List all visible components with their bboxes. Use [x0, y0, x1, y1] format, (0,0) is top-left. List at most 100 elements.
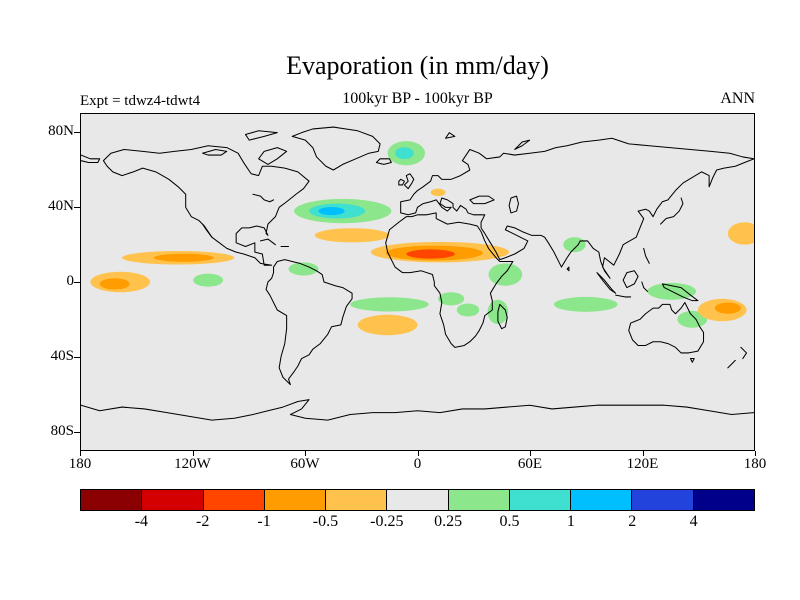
anomaly-region-north-atlantic-subtropical-negative — [314, 228, 390, 243]
coastline-north-america — [102, 145, 310, 266]
coastline-svalbard — [445, 132, 456, 139]
coastline-iceland — [375, 158, 392, 165]
x-axis-tick — [530, 451, 531, 456]
plot-title: Evaporation (in mm/day) — [286, 51, 549, 80]
colorbar-label: 0.25 — [434, 513, 463, 530]
anomaly-region-southeast-africa-positive — [456, 303, 480, 317]
anomaly-region-india-positive — [563, 237, 586, 253]
colorbar-segment — [509, 490, 572, 510]
colorbar-segment — [203, 490, 265, 510]
colorbar-segment — [387, 490, 449, 510]
anomaly-region-west-pacific-equator-negative-core — [99, 278, 130, 290]
coastline-borneo — [622, 270, 639, 289]
x-tick-label: 180 — [743, 456, 767, 472]
x-tick-label: 180 — [68, 456, 92, 472]
colorbar-labels: -4 -2 -1 -0.5 -0.25 0.25 0.5 1 2 4 — [80, 513, 755, 533]
coastline-novaya-zemlya — [514, 139, 531, 150]
coastline-tasmania — [689, 358, 695, 363]
anomaly-region-iceland-norwegian-sea-core — [395, 147, 414, 160]
x-tick-label: 0 — [413, 456, 422, 472]
coastline-new-guinea — [661, 283, 699, 302]
anomaly-region-sahel-negative-core — [406, 249, 455, 259]
colorbar-segment — [81, 490, 143, 510]
y-axis-tick — [74, 206, 80, 208]
coastline-south-america — [265, 259, 353, 386]
coastline-greenland — [291, 126, 381, 171]
x-tick-label: 120W — [174, 456, 211, 472]
anomaly-region-south-atlantic-negative — [357, 314, 418, 336]
coastline-ireland — [398, 178, 405, 186]
x-tick-label: 60E — [517, 456, 543, 472]
colorbar-segment — [264, 490, 327, 510]
y-axis-tick — [74, 282, 80, 283]
colorbar-label: 2 — [628, 513, 637, 530]
coastline-java — [615, 294, 632, 298]
colorbar-segment — [693, 490, 754, 510]
coastline-chukotka — [81, 154, 101, 164]
anomaly-region-northeast-australia-positive — [677, 310, 708, 328]
anomaly-layer — [90, 141, 754, 336]
colorbar-segment — [326, 490, 388, 510]
coastline-australia — [628, 302, 705, 354]
anomaly-region-congo-positive — [438, 292, 465, 306]
x-axis-tick — [755, 451, 756, 456]
anomaly-region-south-atlantic-positive-band — [350, 297, 429, 312]
anomaly-region-central-europe-negative — [430, 188, 446, 197]
coastline-eurasia — [400, 137, 754, 279]
coastline-sumatra — [596, 272, 617, 294]
coastline-sri-lanka — [566, 266, 570, 272]
anomaly-region-north-atlantic-positive-core — [318, 206, 345, 216]
x-tick-label: 120E — [626, 456, 659, 472]
colorbar-segment — [571, 490, 633, 510]
coastline-philippines — [643, 247, 650, 264]
x-axis-tick — [80, 451, 81, 456]
coastline-cuba-hispaniola — [259, 238, 290, 248]
colorbar-segment — [448, 490, 510, 510]
world-map-svg — [81, 114, 754, 450]
x-axis-tick — [192, 451, 194, 456]
coastline-victoria-island — [201, 148, 228, 156]
y-axis-tick — [74, 432, 80, 434]
coastline-madagascar — [497, 303, 508, 330]
colorbar-label: 4 — [689, 513, 698, 530]
colorbar-segment — [142, 490, 204, 510]
colorbar-label: -0.5 — [312, 513, 339, 530]
coastline-antarctica — [81, 399, 754, 421]
y-tick-label: 40N — [48, 197, 74, 214]
world-map-panel — [80, 113, 755, 451]
anomaly-region-east-pacific-positive — [193, 273, 224, 287]
coastline-great-britain — [403, 173, 415, 190]
y-axis-tick — [74, 357, 80, 359]
experiment-label: Expt = tdwz4-tdwt4 — [80, 93, 201, 109]
great-lakes — [252, 193, 275, 203]
plot-subtitle: 100kyr BP - 100kyr BP — [342, 90, 493, 107]
colorbar-segment — [632, 490, 694, 510]
y-tick-label: 0 — [66, 273, 75, 289]
caspian-sea — [508, 195, 519, 214]
y-tick-label: 80N — [48, 122, 74, 139]
map-background — [81, 114, 754, 450]
coastline-japan — [660, 197, 684, 225]
colorbar-label: 0.5 — [499, 513, 520, 530]
anomaly-region-horn-of-africa-positive — [488, 263, 523, 286]
y-tick-label: 40S — [50, 348, 74, 365]
coastline-sulawesi — [641, 281, 648, 292]
anomaly-region-northeast-pacific-negative-core — [153, 253, 214, 262]
y-axis-tick — [74, 131, 80, 133]
coastline-baja-california — [201, 223, 213, 238]
coastline-baffin-island — [258, 147, 288, 165]
colorbar-label: -2 — [196, 513, 210, 530]
anomaly-region-coral-sea-negative-core — [714, 302, 741, 314]
colorbar-label: -0.25 — [370, 513, 404, 530]
anomaly-region-northwest-pacific-negative — [727, 222, 754, 245]
colorbar-label: -4 — [134, 513, 149, 530]
coastline-new-zealand — [727, 346, 748, 369]
colorbar — [80, 489, 755, 511]
season-label: ANN — [720, 90, 755, 107]
black-sea — [469, 195, 495, 205]
coastline-africa — [385, 212, 514, 348]
colorbar-label: -1 — [257, 513, 271, 530]
coastline-ellesmere-island — [244, 130, 278, 141]
coastlines-layer — [81, 126, 754, 421]
